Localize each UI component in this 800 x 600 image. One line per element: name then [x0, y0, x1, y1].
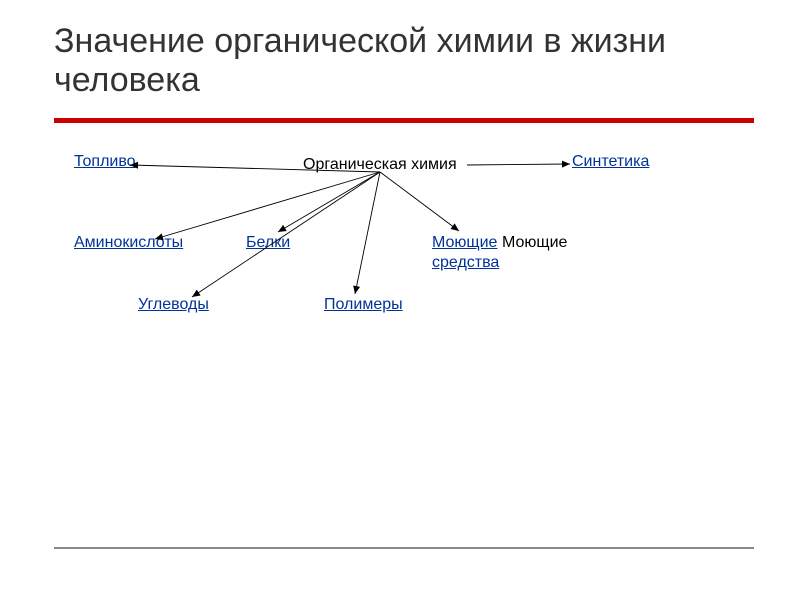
node-aminoacids[interactable]: Аминокислоты [74, 233, 194, 253]
node-fuel[interactable]: Топливо [74, 152, 154, 172]
node-carbs[interactable]: Углеводы [138, 295, 218, 315]
detergent-extra-label: Моющие [502, 233, 567, 253]
node-proteins[interactable]: Белки [246, 233, 306, 253]
node-synthetics[interactable]: Синтетика [572, 152, 662, 172]
center-label: Органическая химия [303, 155, 457, 175]
node-polymers[interactable]: Полимеры [324, 295, 414, 315]
node-detergents[interactable]: Моющие средства [432, 233, 512, 273]
title-underline [54, 118, 754, 123]
page-title: Значение органической химии в жизни чело… [54, 22, 754, 100]
footer-rule [54, 547, 754, 549]
